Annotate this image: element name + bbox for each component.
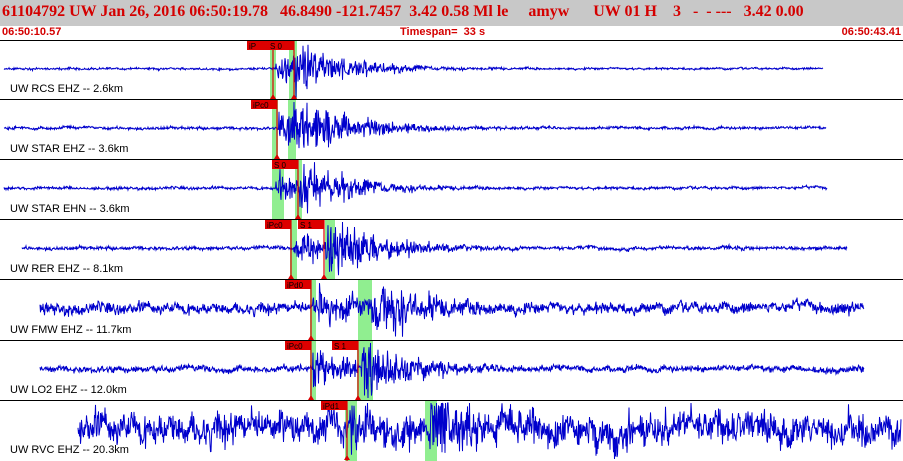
phase-pick-label: iPc0 bbox=[253, 101, 269, 110]
waveform-trace bbox=[3, 44, 824, 98]
end-time-label: 06:50:43.41 bbox=[841, 26, 901, 38]
station-channel-label: UW FMW EHZ -- 11.7km bbox=[10, 324, 132, 336]
waveform-trace bbox=[3, 162, 828, 214]
phase-pick-marker[interactable]: iPd1 bbox=[321, 401, 350, 461]
phase-pick-label: S 1 bbox=[334, 342, 347, 351]
phase-pick-label: iPc0 bbox=[267, 221, 283, 230]
phase-pick-label: iPd1 bbox=[323, 402, 340, 411]
pick-window bbox=[272, 100, 278, 160]
seismogram-panels[interactable]: iP S 0 UW RCS EHZ -- 2.6km iPc0 UW STAR EHZ … bbox=[0, 40, 903, 461]
pick-window bbox=[358, 280, 372, 341]
waveform-canvas: S 0 bbox=[3, 160, 828, 220]
station-channel-label: UW STAR EHN -- 3.6km bbox=[10, 203, 130, 215]
trace-panel[interactable]: iPd1 UW RVC EHZ -- 20.3km bbox=[0, 400, 903, 461]
phase-pick-label: S 0 bbox=[270, 42, 283, 51]
phase-pick-marker[interactable]: S 0 bbox=[272, 160, 301, 220]
phase-pick-marker[interactable]: iPd0 bbox=[285, 280, 314, 341]
waveform-canvas: iPc0 S 1 bbox=[21, 220, 848, 280]
phase-pick-label: iPd0 bbox=[287, 281, 304, 290]
station-channel-label: UW RER EHZ -- 8.1km bbox=[10, 263, 124, 275]
waveform-trace bbox=[39, 283, 865, 337]
phase-pick-label: iPc0 bbox=[287, 342, 303, 351]
waveform-canvas: iPc0 S 1 bbox=[39, 341, 865, 401]
waveform-canvas: iPd0 bbox=[39, 280, 865, 341]
phase-pick-label: S 1 bbox=[300, 221, 313, 230]
trace-panel[interactable]: iPd0 UW FMW EHZ -- 11.7km bbox=[0, 279, 903, 341]
phase-pick-marker[interactable]: iPc0 bbox=[285, 341, 314, 401]
trace-panel[interactable]: iPc0 S 1 UW LO2 EHZ -- 12.0km bbox=[0, 340, 903, 401]
phase-pick-label: S 0 bbox=[274, 161, 287, 170]
waveform-trace bbox=[21, 221, 848, 276]
waveform-trace bbox=[77, 402, 902, 460]
phase-pick-marker[interactable]: iPc0 bbox=[251, 100, 280, 160]
phase-pick-marker[interactable]: iP bbox=[247, 41, 276, 100]
trace-panel[interactable]: iPc0 UW STAR EHZ -- 3.6km bbox=[0, 99, 903, 160]
timespan-label: Timespan= 33 s bbox=[400, 26, 486, 38]
waveform-trace bbox=[3, 101, 827, 149]
waveform-trace bbox=[39, 342, 865, 399]
station-channel-label: UW RVC EHZ -- 20.3km bbox=[10, 444, 129, 456]
phase-pick-marker[interactable]: S 1 bbox=[298, 220, 327, 280]
phase-pick-marker[interactable]: S 1 bbox=[332, 341, 361, 401]
event-summary-title: 61104792 UW Jan 26, 2016 06:50:19.78 46.… bbox=[2, 3, 804, 20]
trace-panel[interactable]: iPc0 S 1 UW RER EHZ -- 8.1km bbox=[0, 219, 903, 280]
phase-pick-label: iP bbox=[249, 42, 256, 51]
phase-pick-marker[interactable]: iPc0 bbox=[265, 220, 294, 280]
station-channel-label: UW STAR EHZ -- 3.6km bbox=[10, 143, 129, 155]
start-time-label: 06:50:10.57 bbox=[2, 26, 62, 38]
phase-pick-marker[interactable]: S 0 bbox=[268, 41, 297, 100]
waveform-canvas: iPc0 bbox=[3, 100, 827, 160]
pick-window bbox=[289, 41, 297, 100]
pick-window bbox=[310, 280, 316, 341]
waveform-canvas: iP S 0 bbox=[3, 41, 824, 100]
waveform-canvas: iPd1 bbox=[77, 401, 902, 461]
trace-panel[interactable]: S 0 UW STAR EHN -- 3.6km bbox=[0, 159, 903, 220]
station-channel-label: UW LO2 EHZ -- 12.0km bbox=[10, 384, 127, 396]
trace-panel[interactable]: iP S 0 UW RCS EHZ -- 2.6km bbox=[0, 40, 903, 100]
station-channel-label: UW RCS EHZ -- 2.6km bbox=[10, 83, 124, 95]
event-header-bar: 61104792 UW Jan 26, 2016 06:50:19.78 46.… bbox=[0, 0, 903, 26]
